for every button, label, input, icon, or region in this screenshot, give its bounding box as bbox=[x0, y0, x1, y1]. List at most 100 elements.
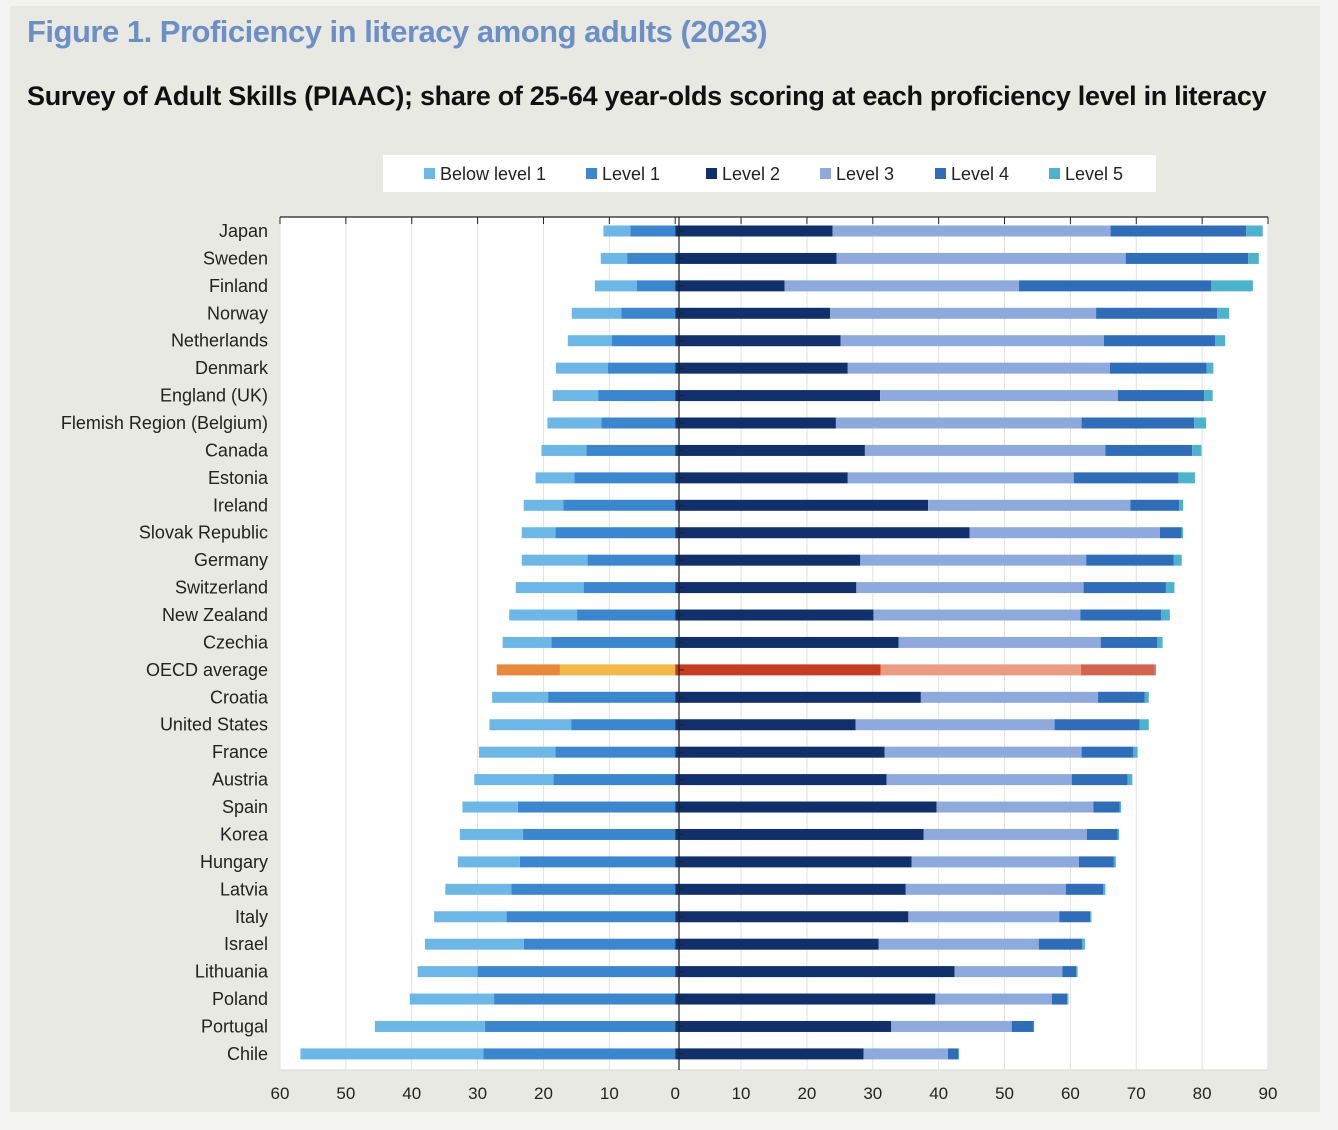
bar-level-2 bbox=[675, 417, 836, 429]
bar-level-2 bbox=[675, 362, 848, 374]
bar-level-1 bbox=[477, 966, 676, 978]
bar-below-level-1 bbox=[552, 390, 599, 402]
bar-level-5 bbox=[1217, 307, 1230, 319]
legend-swatch bbox=[586, 168, 597, 179]
bar-level-3 bbox=[873, 609, 1081, 621]
bar-level-2 bbox=[675, 1048, 864, 1060]
bar-level-3 bbox=[928, 499, 1131, 511]
bar-level-2 bbox=[675, 335, 841, 347]
category-label: Sweden bbox=[203, 248, 268, 268]
x-tick-label: 50 bbox=[995, 1084, 1014, 1103]
bar-level-1 bbox=[630, 225, 676, 237]
bar-below-level-1 bbox=[445, 883, 512, 895]
bar-level-4 bbox=[1019, 280, 1212, 292]
bar-level-2 bbox=[675, 307, 830, 319]
bar-level-4 bbox=[1086, 828, 1118, 840]
bar-level-5 bbox=[1173, 554, 1182, 566]
bar-level-3 bbox=[832, 225, 1111, 237]
legend-label: Level 5 bbox=[1065, 164, 1123, 184]
bar-level-4 bbox=[1125, 252, 1249, 264]
bar-level-5 bbox=[1157, 636, 1163, 648]
bar-level-4 bbox=[1038, 938, 1083, 950]
legend-swatch bbox=[706, 168, 717, 179]
bar-level-3 bbox=[884, 746, 1082, 758]
bar-level-2 bbox=[675, 801, 937, 813]
bar-level-3 bbox=[954, 966, 1063, 978]
bar-level-5 bbox=[1090, 911, 1092, 923]
bar-level-4 bbox=[1011, 1020, 1034, 1032]
bar-level-5 bbox=[1192, 444, 1202, 456]
bar-level-5 bbox=[1211, 280, 1253, 292]
bar-level-3 bbox=[908, 911, 1060, 923]
bar-level-4 bbox=[1054, 719, 1140, 731]
bar-level-4 bbox=[1071, 774, 1128, 786]
bar-level-5 bbox=[1082, 938, 1085, 950]
bar-level-2 bbox=[675, 993, 936, 1005]
bar-level-3 bbox=[935, 993, 1052, 1005]
category-label: Austria bbox=[212, 770, 269, 790]
bar-level-5 bbox=[1178, 472, 1195, 484]
bar-level-4 bbox=[1105, 444, 1193, 456]
bar-below-level-1 bbox=[462, 801, 518, 813]
category-label: Flemish Region (Belgium) bbox=[61, 413, 268, 433]
bar-level-1 bbox=[519, 856, 676, 868]
category-label: Finland bbox=[209, 276, 268, 296]
bar-below-level-1 bbox=[600, 252, 628, 264]
category-labels: Japan Sweden Finland Norway Netherlands Denma… bbox=[61, 221, 269, 1064]
bar-below-level-1 bbox=[424, 938, 524, 950]
x-tick-label: 20 bbox=[797, 1084, 816, 1103]
bar-below-level-1 bbox=[521, 527, 556, 539]
bar-level-5 bbox=[1154, 664, 1157, 676]
bar-below-level-1 bbox=[489, 719, 572, 731]
bar-level-5 bbox=[1033, 1020, 1035, 1032]
bar-below-level-1 bbox=[535, 472, 575, 484]
bar-level-5 bbox=[1076, 966, 1078, 978]
x-tick-label: 20 bbox=[534, 1084, 553, 1103]
bar-below-level-1 bbox=[417, 966, 478, 978]
category-label: England (UK) bbox=[160, 386, 268, 406]
bar-level-4 bbox=[947, 1048, 959, 1060]
bar-level-4 bbox=[1110, 225, 1247, 237]
bar-level-3 bbox=[847, 472, 1074, 484]
bar-level-2 bbox=[675, 746, 885, 758]
x-tick-label: 80 bbox=[1193, 1084, 1212, 1103]
bar-below-level-1 bbox=[478, 746, 556, 758]
bar-level-5 bbox=[1181, 527, 1184, 539]
bar-level-5 bbox=[1194, 417, 1207, 429]
bar-below-level-1 bbox=[567, 335, 612, 347]
category-label: Netherlands bbox=[171, 331, 268, 351]
bar-level-1 bbox=[627, 252, 676, 264]
legend: Below level 1 Level 1 Level 2 Level 3 Level … bbox=[383, 155, 1156, 192]
bar-level-1 bbox=[511, 883, 676, 895]
bar-level-1 bbox=[598, 390, 676, 402]
bar-level-3 bbox=[898, 636, 1101, 648]
bar-level-4 bbox=[1109, 362, 1207, 374]
bar-level-3 bbox=[891, 1020, 1012, 1032]
bar-level-3 bbox=[864, 444, 1106, 456]
bar-level-2 bbox=[675, 774, 887, 786]
bar-level-4 bbox=[1080, 664, 1155, 676]
bar-level-3 bbox=[855, 719, 1055, 731]
category-label: Italy bbox=[235, 907, 268, 927]
bar-level-5 bbox=[1103, 883, 1106, 895]
category-label: Switzerland bbox=[175, 578, 268, 598]
bar-level-1 bbox=[483, 1048, 676, 1060]
bar-level-3 bbox=[911, 856, 1079, 868]
bar-level-3 bbox=[886, 774, 1072, 786]
bar-level-1 bbox=[555, 746, 676, 758]
bar-level-1 bbox=[551, 636, 676, 648]
category-label: Portugal bbox=[201, 1016, 268, 1036]
x-tick-label: 10 bbox=[732, 1084, 751, 1103]
bar-level-5 bbox=[1165, 582, 1175, 594]
bar-level-2 bbox=[675, 472, 848, 484]
bar-below-level-1 bbox=[300, 1048, 484, 1060]
bar-level-3 bbox=[860, 554, 1087, 566]
bar-level-4 bbox=[1083, 582, 1166, 594]
bar-level-5 bbox=[1139, 719, 1149, 731]
bar-level-5 bbox=[1132, 746, 1138, 758]
bar-level-3 bbox=[840, 335, 1104, 347]
category-label: Estonia bbox=[208, 468, 269, 488]
bar-level-2 bbox=[675, 225, 833, 237]
bar-level-3 bbox=[878, 938, 1039, 950]
bar-level-2 bbox=[675, 280, 785, 292]
